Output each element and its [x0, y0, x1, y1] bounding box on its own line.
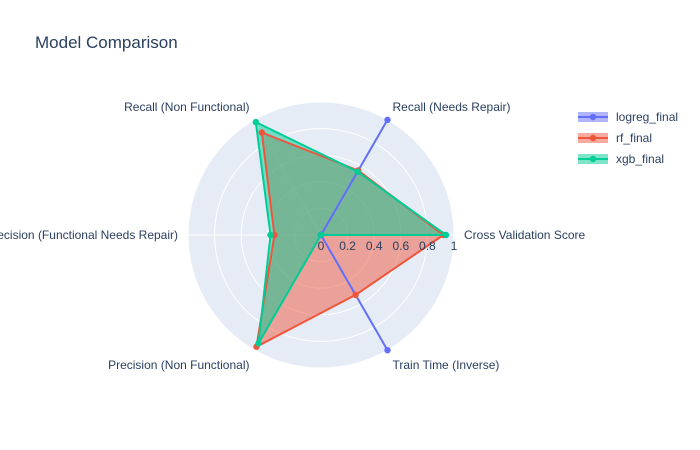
radial-tick-label: 1 [451, 239, 458, 253]
radial-tick-label: 0.2 [339, 239, 356, 253]
data-point-rf_final [258, 129, 266, 136]
legend: logreg_final rf_final xgb_final [576, 106, 678, 169]
legend-item-logreg_final[interactable]: logreg_final [576, 106, 678, 127]
chart-title: Model Comparison [35, 33, 178, 52]
data-point-rf_final [352, 291, 359, 299]
radial-tick-label: 0 [318, 239, 325, 253]
data-point-xgb_final [442, 231, 450, 239]
data-point-xgb_final [354, 168, 361, 175]
angular-axis-label: Precision (Non Functional) [108, 358, 249, 372]
legend-swatch [578, 111, 608, 122]
legend-swatch [578, 153, 608, 164]
legend-label: xgb_final [616, 151, 665, 166]
radial-tick-label: 0.8 [419, 239, 436, 253]
radial-tick-label: 0.4 [366, 239, 383, 253]
angular-axis-label: Cross Validation Score [464, 228, 585, 242]
data-point-xgb_final [252, 118, 260, 126]
legend-label: logreg_final [616, 109, 679, 124]
angular-axis-label: Recall (Needs Repair) [393, 100, 511, 114]
data-point-xgb_final [255, 340, 262, 347]
series-area-xgb_final [255, 122, 446, 344]
legend-label: rf_final [616, 130, 653, 145]
data-point-logreg_final [384, 346, 391, 354]
legend-item-xgb_final[interactable]: xgb_final [576, 148, 678, 169]
data-point-logreg_final [384, 116, 391, 124]
legend-item-rf_final[interactable]: rf_final [576, 127, 678, 148]
legend-swatch [578, 132, 608, 143]
angular-axis-label: Recall (Non Functional) [124, 100, 249, 114]
data-point-xgb_final [267, 231, 274, 239]
radial-tick-label: 0.6 [392, 239, 409, 253]
angular-axis-label: Train Time (Inverse) [393, 358, 500, 372]
data-point-xgb_final [317, 231, 325, 239]
angular-axis-label: Precision (Functional Needs Repair) [0, 228, 178, 242]
